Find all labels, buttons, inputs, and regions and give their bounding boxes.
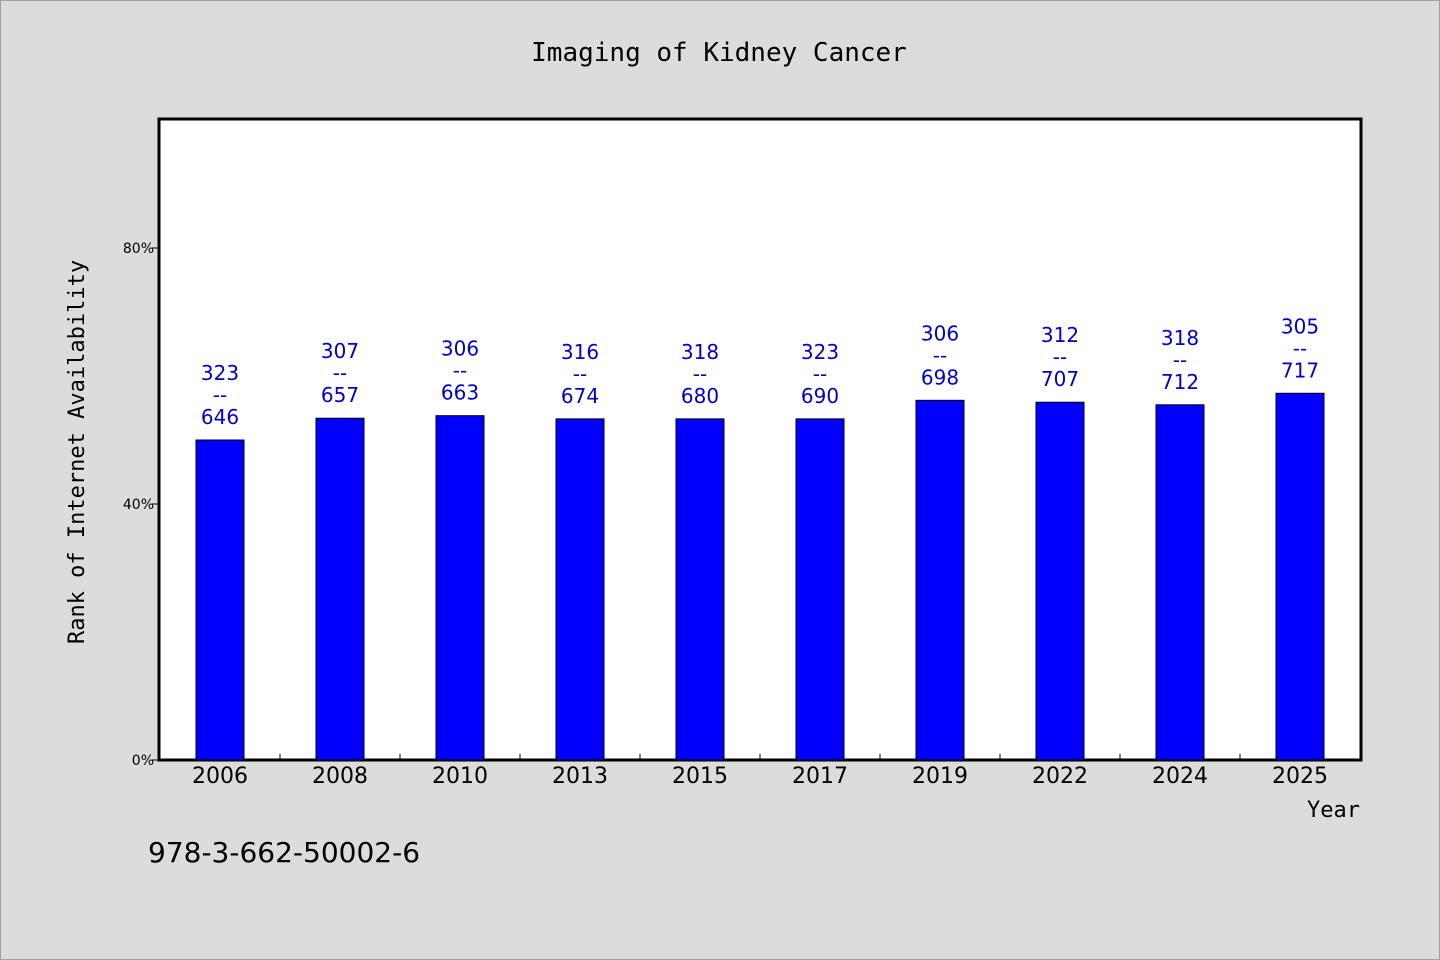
- data-label: 657: [321, 383, 359, 407]
- data-label: --: [1053, 345, 1067, 369]
- x-tick-label: 2015: [672, 764, 728, 789]
- data-label: 323: [201, 361, 239, 385]
- data-label: 306: [441, 337, 479, 361]
- data-label: --: [1173, 348, 1187, 372]
- data-label: --: [813, 362, 827, 386]
- bar-2008: [315, 417, 365, 761]
- x-tick-label: 2006: [192, 764, 248, 789]
- bar-2019: [915, 399, 965, 761]
- bars: [195, 392, 1325, 761]
- data-label: 698: [921, 365, 959, 389]
- x-tick-label: 2025: [1272, 764, 1328, 789]
- data-label: 305: [1281, 314, 1319, 338]
- bar-2025: [1275, 392, 1325, 761]
- data-label: --: [573, 362, 587, 386]
- x-tick-label: 2022: [1032, 764, 1088, 789]
- x-tick-label: 2008: [312, 764, 368, 789]
- data-label: 717: [1281, 358, 1319, 382]
- x-tick-label: 2013: [552, 764, 608, 789]
- data-label: 712: [1161, 370, 1199, 394]
- x-tick-label: 2024: [1152, 764, 1208, 789]
- x-tick-label: 2017: [792, 764, 848, 789]
- y-tick-label: 40%: [123, 497, 154, 513]
- y-tick-label: 0%: [132, 753, 154, 769]
- data-label: 323: [801, 340, 839, 364]
- x-axis-title: Year: [1307, 798, 1360, 823]
- data-label: 674: [561, 384, 599, 408]
- data-label: 690: [801, 384, 839, 408]
- isbn-text: 978-3-662-50002-6: [148, 836, 420, 869]
- data-label: --: [213, 383, 227, 407]
- data-label: --: [453, 359, 467, 383]
- data-label: 316: [561, 340, 599, 364]
- bar-2022: [1035, 401, 1085, 761]
- data-label: 680: [681, 384, 719, 408]
- bar-2006: [195, 439, 245, 761]
- y-axis-ticks: 0% 40% 80%: [123, 241, 160, 769]
- data-label: 318: [1161, 326, 1199, 350]
- data-label: 312: [1041, 323, 1079, 347]
- x-tick-label: 2010: [432, 764, 488, 789]
- bar-2024: [1155, 404, 1205, 761]
- data-label: 318: [681, 340, 719, 364]
- y-axis-title: Rank of Internet Availability: [65, 260, 90, 644]
- bar-2017: [795, 418, 845, 761]
- chart-title: Imaging of Kidney Cancer: [531, 38, 907, 68]
- y-tick-label: 80%: [123, 241, 154, 257]
- bar-2013: [555, 418, 605, 761]
- x-tick-label: 2019: [912, 764, 968, 789]
- x-axis-ticks: 2006 2008 2010 2013 2015 2017 2019 2022 2024 2025: [192, 754, 1328, 789]
- bar-2015: [675, 418, 725, 761]
- data-labels: 323--646307--657306--663316--674318--680…: [201, 314, 1319, 429]
- data-label: 707: [1041, 367, 1079, 391]
- data-label: --: [333, 361, 347, 385]
- data-label: 663: [441, 381, 479, 405]
- data-label: 307: [321, 339, 359, 363]
- data-label: --: [1293, 336, 1307, 360]
- data-label: 646: [201, 405, 239, 429]
- data-label: --: [933, 343, 947, 367]
- bar-2010: [435, 415, 485, 761]
- data-label: 306: [921, 321, 959, 345]
- data-label: --: [693, 362, 707, 386]
